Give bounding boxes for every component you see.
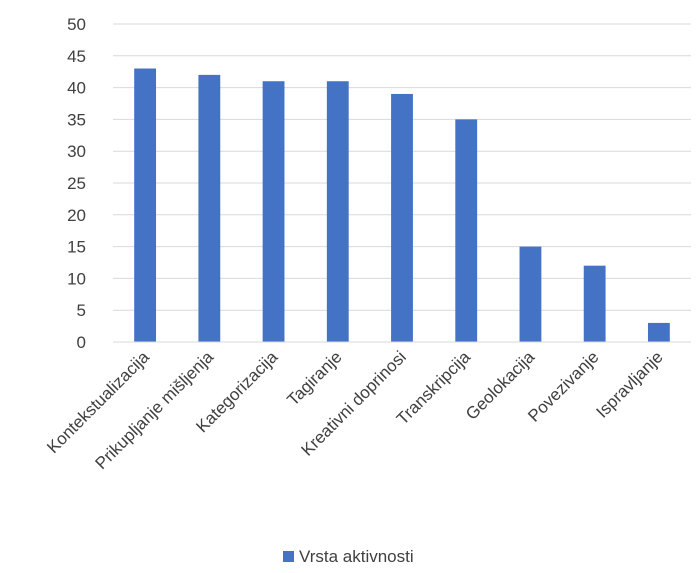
x-tick-label: Ispravljanje	[592, 347, 666, 421]
y-tick-label: 0	[77, 333, 86, 352]
x-tick-label: Tagiranje	[283, 347, 345, 409]
y-tick-label: 40	[67, 79, 86, 98]
y-tick-label: 20	[67, 206, 86, 225]
bar	[583, 265, 606, 342]
y-tick-label: 35	[67, 110, 86, 129]
y-tick-label: 50	[67, 15, 86, 34]
legend: Vrsta aktivnosti	[283, 547, 414, 566]
bar	[519, 246, 542, 342]
y-tick-label: 25	[67, 174, 86, 193]
y-tick-label: 15	[67, 238, 86, 257]
bar	[262, 81, 285, 343]
y-tick-label: 45	[67, 47, 86, 66]
y-tick-label: 5	[77, 301, 86, 320]
bar	[647, 322, 670, 342]
legend-label: Vrsta aktivnosti	[299, 547, 414, 566]
bar	[391, 93, 413, 343]
y-tick-label: 30	[67, 142, 86, 161]
bar	[198, 74, 221, 342]
legend-swatch	[283, 551, 294, 562]
x-tick-label: Prikupljanje mišljenja	[91, 347, 217, 473]
bar	[134, 68, 157, 343]
bars	[134, 68, 670, 343]
y-axis-tick-labels: 0 5 10 15 20 25 30 35 40 45 50	[67, 15, 86, 352]
bar	[455, 119, 478, 343]
bar	[326, 81, 349, 343]
y-tick-label: 10	[67, 269, 86, 288]
